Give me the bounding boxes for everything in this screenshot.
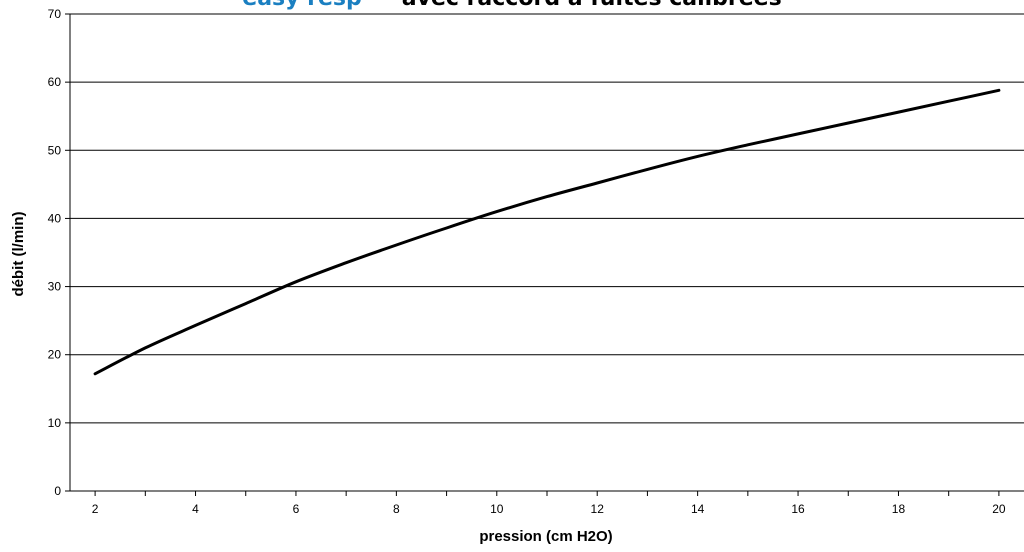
y-tick-label: 50 <box>48 143 62 157</box>
series-group <box>93 88 1001 376</box>
x-tick-labels: 2 4 6 8 10 12 14 16 18 20 <box>92 502 1006 516</box>
x-tick-label: 6 <box>293 502 300 516</box>
y-tick-label: 0 <box>54 484 61 498</box>
y-axis-label: débit (l/min) <box>10 212 27 297</box>
x-tick-label: 14 <box>691 502 705 516</box>
x-tick-label: 10 <box>490 502 504 516</box>
y-tick-label: 70 <box>48 7 62 21</box>
x-tick-label: 18 <box>892 502 906 516</box>
chart-title-text: avec raccord à fuites calibrées <box>402 0 782 11</box>
x-tick-label: 20 <box>992 502 1006 516</box>
chart-title: easy resp avec raccord à fuites calibrées <box>0 0 1024 11</box>
x-tick-label: 8 <box>393 502 400 516</box>
y-tick-labels: 0 10 20 30 40 50 60 70 <box>48 7 62 498</box>
y-tick-label: 30 <box>48 280 62 294</box>
y-tick-label: 40 <box>48 211 62 225</box>
gridlines <box>70 13 1024 424</box>
x-axis-label: pression (cm H2O) <box>479 528 612 545</box>
y-tick-label: 10 <box>48 416 62 430</box>
chart-title-brand: easy resp <box>242 0 361 11</box>
x-tick-label: 16 <box>791 502 805 516</box>
y-tick-label: 60 <box>48 75 62 89</box>
x-tick-label: 2 <box>92 502 99 516</box>
axes <box>65 13 1024 496</box>
x-tick-label: 4 <box>192 502 199 516</box>
series-line <box>93 88 1001 376</box>
y-tick-label: 20 <box>48 348 62 362</box>
x-tick-label: 12 <box>591 502 605 516</box>
